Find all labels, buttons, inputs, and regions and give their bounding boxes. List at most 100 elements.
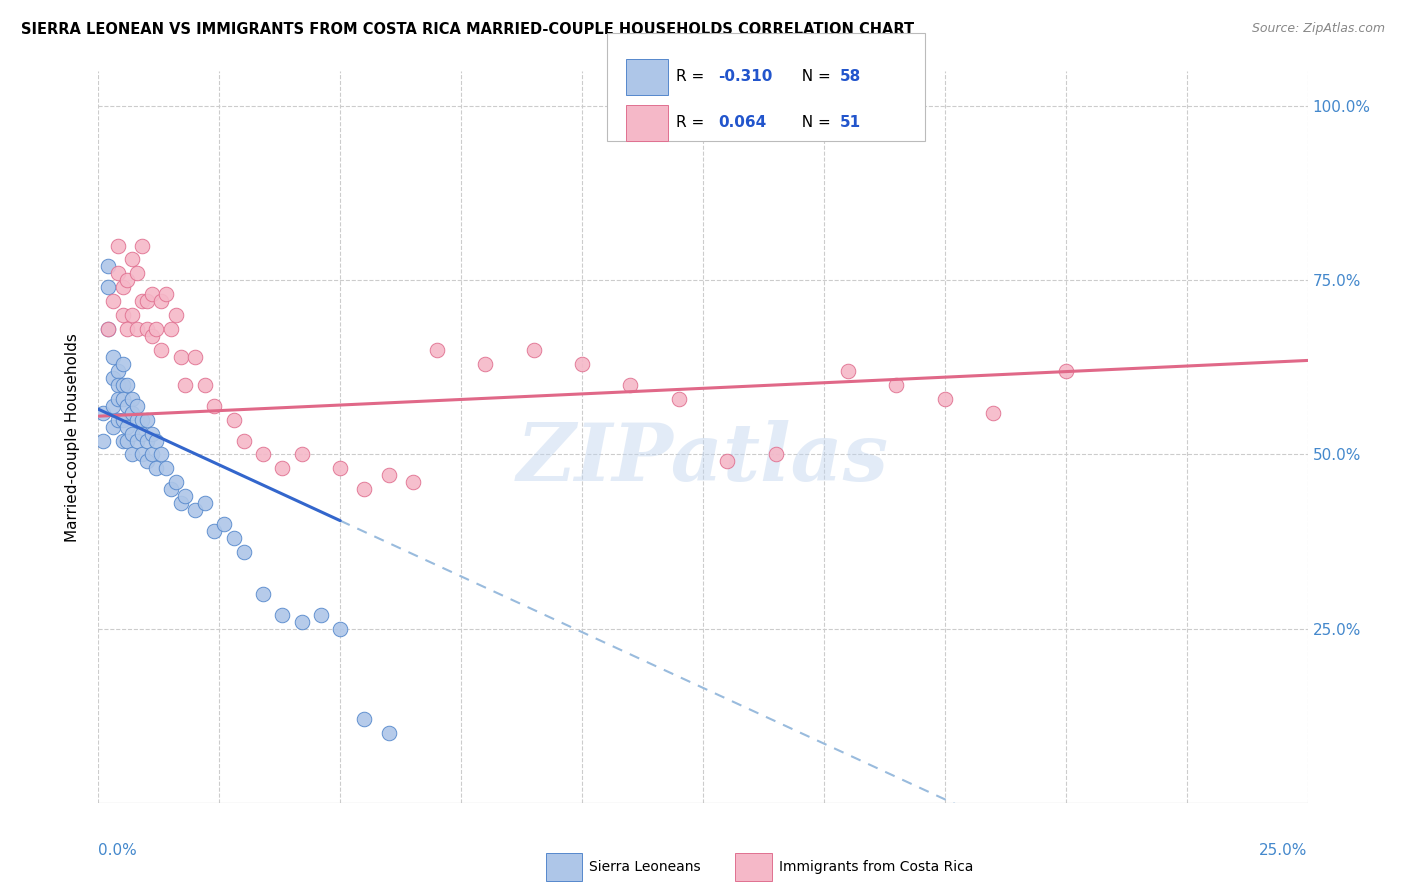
Point: [101, 350, 124, 364]
Text: ZIPatlas: ZIPatlas: [517, 420, 889, 498]
Point: [290, 448, 312, 462]
Point: [121, 406, 143, 420]
Point: [353, 483, 375, 497]
Point: [101, 294, 124, 309]
Point: [232, 434, 254, 448]
Point: [131, 294, 153, 309]
Text: Immigrants from Costa Rica: Immigrants from Costa Rica: [779, 860, 973, 874]
Point: [212, 517, 235, 532]
Point: [127, 399, 149, 413]
Point: [150, 343, 173, 357]
Point: [184, 503, 207, 517]
Text: R =: R =: [676, 70, 710, 84]
Point: [107, 377, 129, 392]
Point: [121, 308, 143, 322]
Point: [111, 434, 134, 448]
Point: [204, 399, 226, 413]
Point: [111, 392, 134, 406]
Point: [131, 448, 153, 462]
Point: [981, 406, 1004, 420]
Point: [135, 412, 157, 426]
Point: [127, 412, 149, 426]
Point: [127, 434, 149, 448]
Point: [329, 461, 352, 475]
Point: [145, 461, 167, 475]
Point: [523, 343, 546, 357]
Point: [155, 461, 177, 475]
Point: [377, 468, 399, 483]
Point: [886, 377, 908, 392]
Point: [271, 607, 294, 622]
Point: [353, 712, 375, 726]
Point: [252, 448, 274, 462]
Point: [141, 448, 163, 462]
Point: [101, 419, 124, 434]
Point: [107, 392, 129, 406]
Text: Source: ZipAtlas.com: Source: ZipAtlas.com: [1251, 22, 1385, 36]
Text: 51: 51: [839, 115, 860, 130]
Point: [309, 607, 332, 622]
Point: [184, 350, 207, 364]
Point: [329, 622, 352, 636]
Point: [135, 322, 157, 336]
Point: [101, 371, 124, 385]
Point: [204, 524, 226, 538]
Point: [169, 496, 191, 510]
Point: [107, 364, 129, 378]
Point: [668, 392, 690, 406]
Point: [97, 280, 120, 294]
Point: [107, 266, 129, 280]
Text: 0.0%: 0.0%: [98, 843, 138, 858]
Point: [121, 392, 143, 406]
Point: [160, 322, 183, 336]
Point: [111, 357, 134, 371]
Point: [135, 434, 157, 448]
Point: [165, 308, 187, 322]
Point: [145, 322, 167, 336]
Point: [121, 426, 143, 441]
Point: [121, 252, 143, 267]
Point: [127, 266, 149, 280]
Point: [131, 412, 153, 426]
Text: SIERRA LEONEAN VS IMMIGRANTS FROM COSTA RICA MARRIED-COUPLE HOUSEHOLDS CORRELATI: SIERRA LEONEAN VS IMMIGRANTS FROM COSTA …: [21, 22, 914, 37]
Point: [117, 434, 139, 448]
Y-axis label: Married-couple Households: Married-couple Households: [65, 333, 80, 541]
Text: N =: N =: [792, 70, 835, 84]
Point: [765, 448, 787, 462]
Point: [194, 377, 217, 392]
Point: [252, 587, 274, 601]
Point: [222, 531, 245, 545]
Text: -0.310: -0.310: [718, 70, 773, 84]
Point: [150, 448, 173, 462]
Point: [174, 377, 197, 392]
Point: [1054, 364, 1077, 378]
Point: [474, 357, 496, 371]
Text: N =: N =: [792, 115, 835, 130]
Point: [160, 483, 183, 497]
Point: [111, 412, 134, 426]
Point: [117, 399, 139, 413]
Text: 25.0%: 25.0%: [1260, 843, 1308, 858]
Point: [165, 475, 187, 490]
Point: [141, 329, 163, 343]
Point: [97, 260, 120, 274]
Point: [91, 406, 114, 420]
Text: Sierra Leoneans: Sierra Leoneans: [589, 860, 700, 874]
Point: [111, 280, 134, 294]
Point: [222, 412, 245, 426]
Point: [837, 364, 859, 378]
Point: [150, 294, 173, 309]
Point: [290, 615, 312, 629]
Point: [716, 454, 738, 468]
Point: [155, 287, 177, 301]
Text: 58: 58: [839, 70, 860, 84]
Point: [141, 426, 163, 441]
Text: 0.064: 0.064: [718, 115, 766, 130]
Point: [402, 475, 425, 490]
Point: [232, 545, 254, 559]
Point: [121, 448, 143, 462]
Point: [169, 350, 191, 364]
Point: [91, 434, 114, 448]
Point: [107, 412, 129, 426]
Point: [135, 454, 157, 468]
